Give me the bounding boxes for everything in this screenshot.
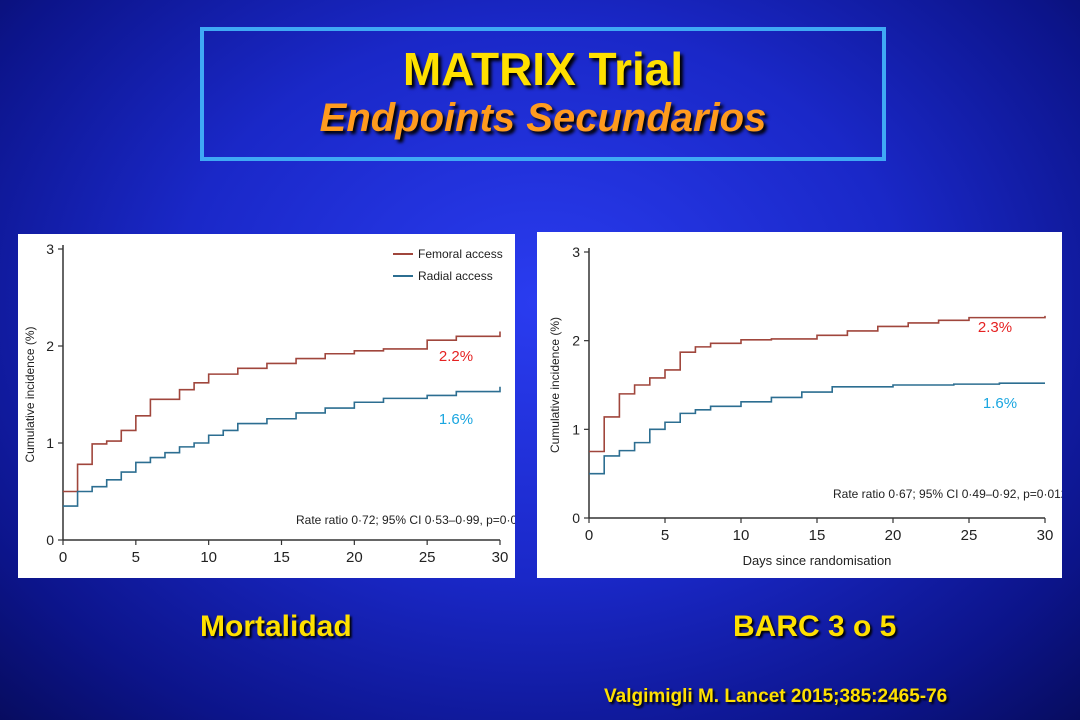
x-tick-label: 10 xyxy=(733,527,750,544)
x-tick-label: 30 xyxy=(492,549,509,566)
femoral-series-line xyxy=(589,315,1046,453)
citation: Valgimigli M. Lancet 2015;385:2465-76 xyxy=(604,686,948,707)
femoral-series-line xyxy=(63,331,501,493)
legend-label: Radial access xyxy=(418,269,493,283)
y-tick-label: 2 xyxy=(572,333,580,349)
rate-ratio-annotation: Rate ratio 0·72; 95% CI 0·53–0·99, p=0·0… xyxy=(296,513,515,527)
slide-subtitle: Endpoints Secundarios xyxy=(319,96,767,140)
x-tick-label: 20 xyxy=(346,549,363,566)
x-tick-label: 5 xyxy=(661,527,669,544)
x-tick-label: 0 xyxy=(585,527,593,544)
x-tick-label: 20 xyxy=(885,527,902,544)
radial-series-line xyxy=(589,382,1045,475)
legend-label: Femoral access xyxy=(418,247,503,261)
y-tick-label: 1 xyxy=(46,435,54,451)
x-tick-label: 0 xyxy=(59,549,67,566)
slide-title: MATRIX Trial xyxy=(402,43,684,95)
y-axis-label: Cumulative incidence (%) xyxy=(548,317,562,453)
x-axis-label: Days since randomisation xyxy=(743,553,892,568)
caption-mortality: Mortalidad xyxy=(200,610,352,643)
y-axis-label: Cumulative incidence (%) xyxy=(23,326,37,462)
y-tick-label: 0 xyxy=(572,510,580,526)
y-tick-label: 1 xyxy=(572,421,580,437)
title-box: MATRIX Trial Endpoints Secundarios xyxy=(200,27,886,161)
rate-ratio-annotation: Rate ratio 0·67; 95% CI 0·49–0·92, p=0·0… xyxy=(833,487,1062,501)
radial-end-label: 1.6% xyxy=(439,411,473,428)
x-tick-label: 30 xyxy=(1037,527,1054,544)
x-tick-label: 25 xyxy=(419,549,436,566)
caption-barc: BARC 3 o 5 xyxy=(733,610,897,643)
y-tick-label: 0 xyxy=(46,532,54,548)
x-tick-label: 10 xyxy=(200,549,217,566)
femoral-end-label: 2.2% xyxy=(439,348,473,365)
chart-panel-mortality: 0 1 2 3 0 5 10 15 20 25 30 Cumulative incidence (%)… xyxy=(18,234,515,578)
y-tick-label: 2 xyxy=(46,338,54,354)
chart-panel-barc: 0 1 2 3 0 5 10 15 20 25 30 Cumulative incidence (%)… xyxy=(537,232,1062,578)
radial-series-line xyxy=(63,386,501,507)
x-tick-label: 15 xyxy=(273,549,290,566)
y-tick-label: 3 xyxy=(572,244,580,260)
femoral-end-label: 2.3% xyxy=(978,319,1012,336)
x-tick-label: 5 xyxy=(132,549,140,566)
radial-end-label: 1.6% xyxy=(983,395,1017,412)
x-tick-label: 15 xyxy=(809,527,826,544)
x-tick-label: 25 xyxy=(961,527,978,544)
y-tick-label: 3 xyxy=(46,241,54,257)
